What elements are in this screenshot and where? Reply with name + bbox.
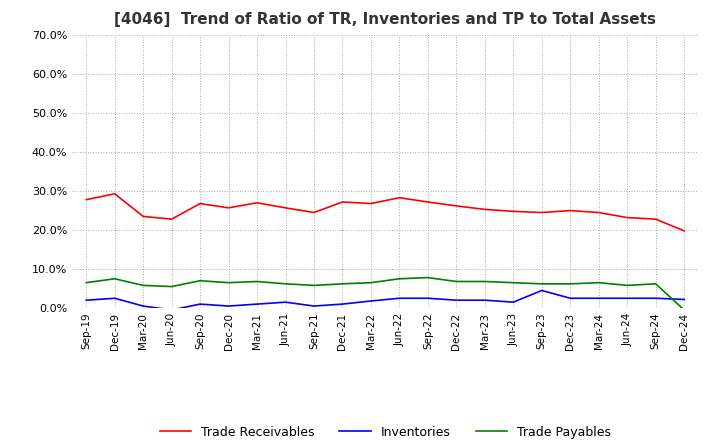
Inventories — [225, 304, 233, 309]
Line: Inventories: Inventories — [86, 290, 684, 310]
Inventories — [537, 288, 546, 293]
Inventories — [595, 296, 603, 301]
Inventories — [623, 296, 631, 301]
Trade Receivables — [253, 200, 261, 205]
Inventories — [110, 296, 119, 301]
Inventories — [395, 296, 404, 301]
Trade Payables — [310, 283, 318, 288]
Trade Payables — [509, 280, 518, 285]
Inventories — [139, 304, 148, 309]
Trade Receivables — [680, 228, 688, 234]
Trade Receivables — [509, 209, 518, 214]
Inventories — [423, 296, 432, 301]
Trade Payables — [139, 283, 148, 288]
Trade Receivables — [196, 201, 204, 206]
Trade Payables — [680, 307, 688, 312]
Trade Receivables — [452, 203, 461, 209]
Trade Payables — [253, 279, 261, 284]
Trade Payables — [110, 276, 119, 282]
Inventories — [82, 297, 91, 303]
Trade Payables — [196, 278, 204, 283]
Inventories — [480, 297, 489, 303]
Inventories — [566, 296, 575, 301]
Trade Receivables — [110, 191, 119, 196]
Trade Receivables — [480, 207, 489, 212]
Trade Payables — [652, 281, 660, 286]
Trade Payables — [566, 281, 575, 286]
Trade Receivables — [310, 210, 318, 215]
Line: Trade Payables: Trade Payables — [86, 278, 684, 310]
Trade Receivables — [566, 208, 575, 213]
Trade Receivables — [139, 214, 148, 219]
Trade Payables — [423, 275, 432, 280]
Trade Payables — [282, 281, 290, 286]
Inventories — [652, 296, 660, 301]
Inventories — [253, 301, 261, 307]
Trade Receivables — [423, 199, 432, 205]
Inventories — [310, 304, 318, 309]
Trade Payables — [480, 279, 489, 284]
Inventories — [509, 300, 518, 305]
Inventories — [366, 298, 375, 304]
Trade Payables — [595, 280, 603, 285]
Line: Trade Receivables: Trade Receivables — [86, 194, 684, 231]
Trade Payables — [366, 280, 375, 285]
Trade Payables — [225, 280, 233, 285]
Trade Payables — [537, 281, 546, 286]
Trade Receivables — [395, 195, 404, 200]
Inventories — [680, 297, 688, 302]
Trade Receivables — [225, 205, 233, 210]
Trade Receivables — [82, 197, 91, 202]
Trade Receivables — [366, 201, 375, 206]
Trade Payables — [82, 280, 91, 285]
Trade Receivables — [338, 199, 347, 205]
Trade Payables — [623, 283, 631, 288]
Inventories — [167, 307, 176, 312]
Trade Payables — [338, 281, 347, 286]
Trade Payables — [167, 284, 176, 289]
Inventories — [282, 300, 290, 305]
Inventories — [338, 301, 347, 307]
Title: [4046]  Trend of Ratio of TR, Inventories and TP to Total Assets: [4046] Trend of Ratio of TR, Inventories… — [114, 12, 656, 27]
Trade Payables — [452, 279, 461, 284]
Trade Receivables — [623, 215, 631, 220]
Inventories — [196, 301, 204, 307]
Trade Receivables — [537, 210, 546, 215]
Trade Payables — [395, 276, 404, 282]
Trade Receivables — [652, 216, 660, 222]
Legend: Trade Receivables, Inventories, Trade Payables: Trade Receivables, Inventories, Trade Pa… — [155, 421, 616, 440]
Trade Receivables — [282, 205, 290, 210]
Trade Receivables — [167, 216, 176, 222]
Inventories — [452, 297, 461, 303]
Trade Receivables — [595, 210, 603, 215]
